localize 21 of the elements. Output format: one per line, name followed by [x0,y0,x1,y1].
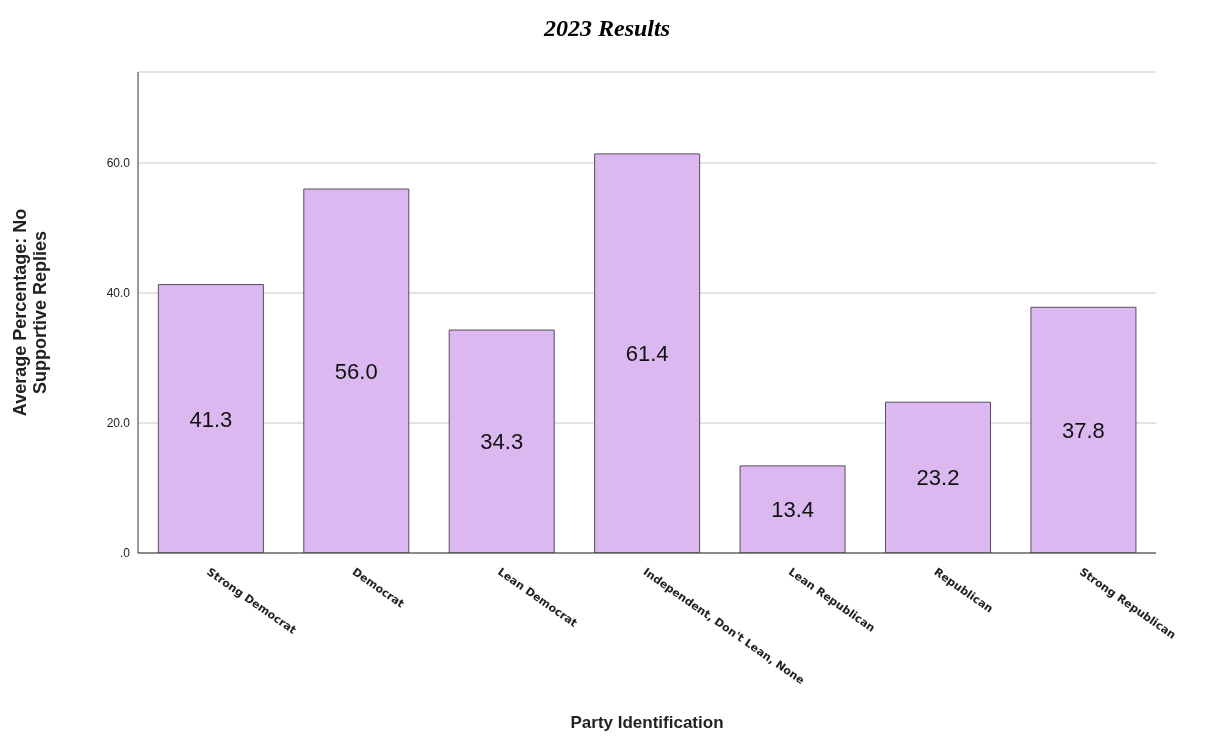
bar [1030,306,1137,553]
y-tick-label: 20.0 [106,416,131,431]
x-axis-title: Party Identification [570,713,724,732]
data-label: 37.8 [1062,417,1105,443]
data-label: 23.2 [916,465,960,491]
bar [885,401,991,553]
bar [303,188,410,553]
bar [739,465,846,553]
data-label: 13.4 [771,497,814,523]
data-label: 34.3 [480,429,524,455]
bar [157,284,264,553]
data-label: 61.4 [625,341,669,367]
y-tick-label: .0 [119,546,131,561]
data-label: 41.3 [189,406,233,432]
y-axis-title: Average Percentage: No Supportive Replies [10,208,50,417]
chart-title: 2023 Results [542,14,671,43]
bar [448,329,555,553]
y-tick-label: 40.0 [106,286,131,301]
y-tick-label: 60.0 [106,156,131,171]
data-label: 56.0 [334,358,378,384]
bar [594,153,701,553]
